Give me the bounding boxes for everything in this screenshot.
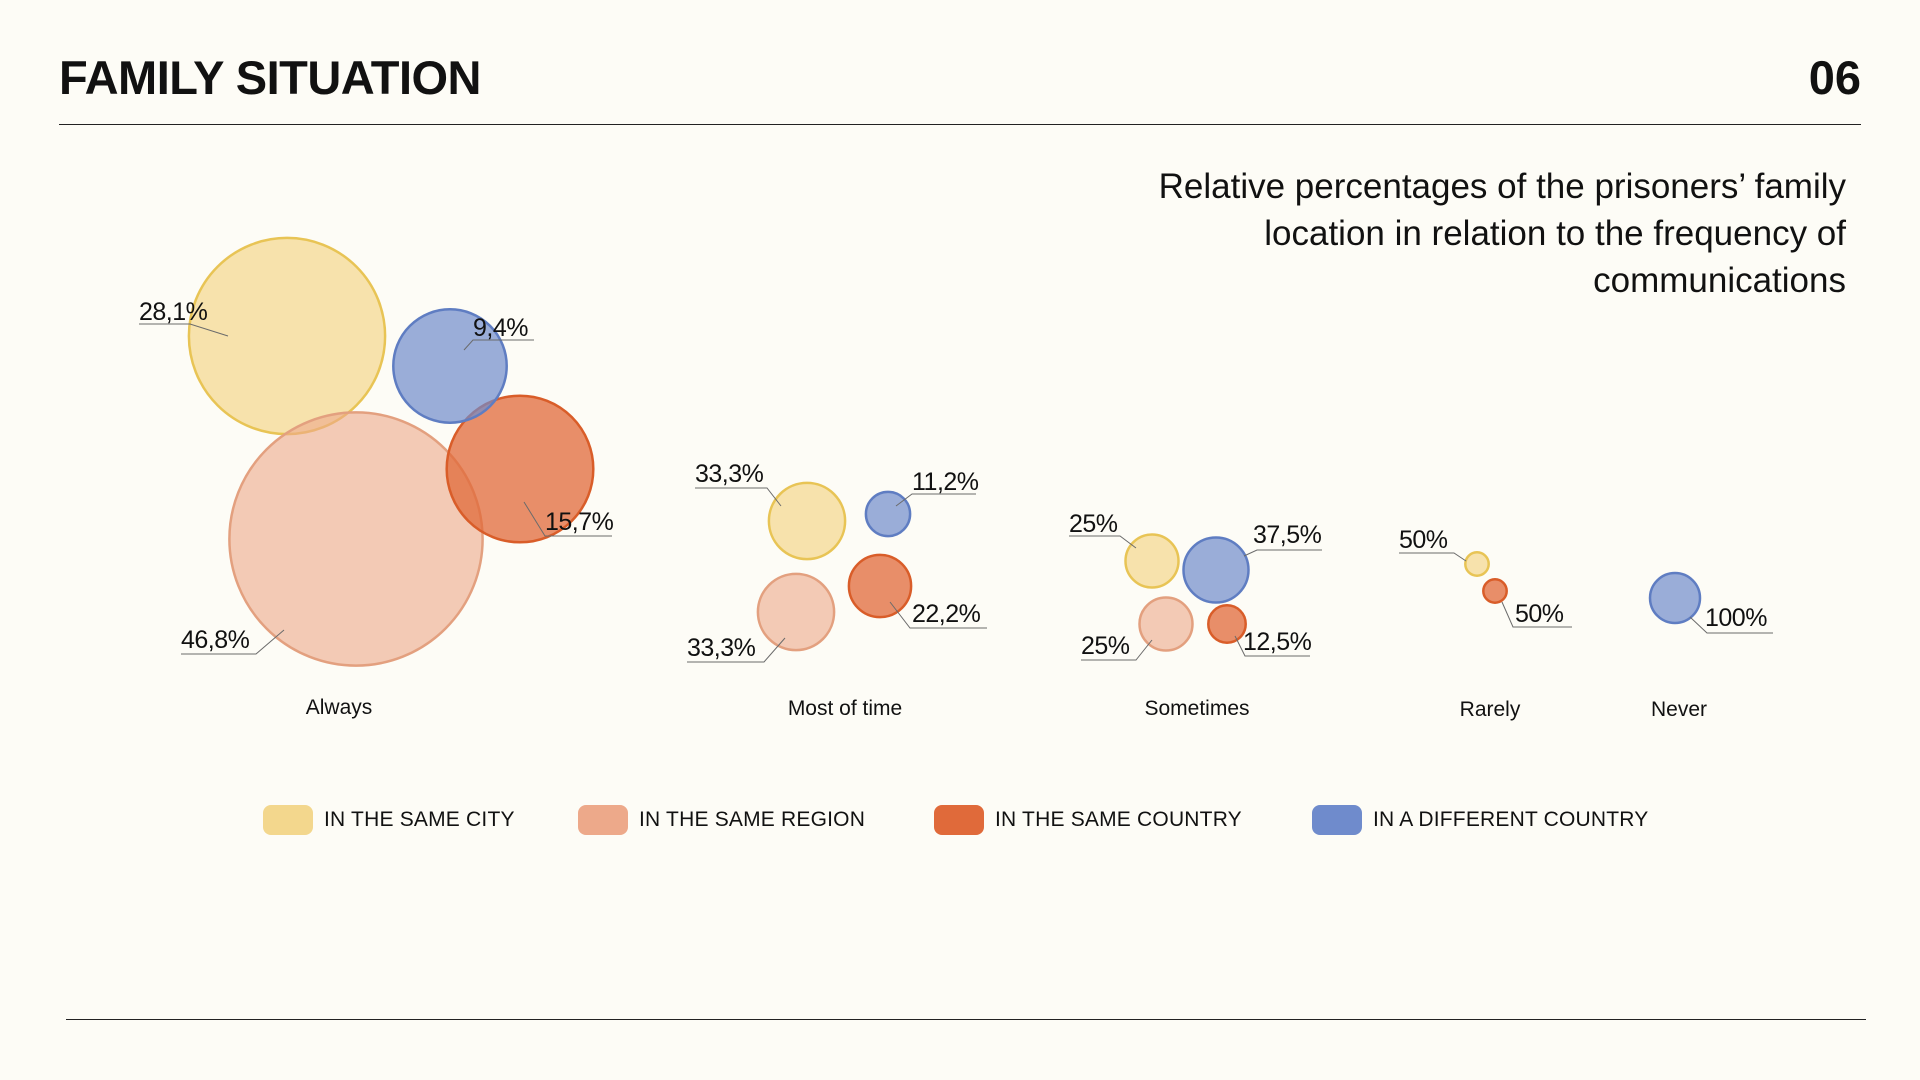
legend-swatch-same-region	[578, 805, 628, 835]
data-label-same-city-1: 33,3%	[695, 460, 764, 488]
legend-item-different-country: IN A DIFFERENT COUNTRY	[1312, 803, 1649, 837]
bubble-same-country-1	[847, 553, 913, 619]
category-label-0: Always	[306, 696, 373, 719]
bubble-group-3: 50% 50%	[1399, 526, 1572, 628]
bubble-different-country-0	[392, 308, 508, 424]
bubble-group-2: 25% 25% 12,5% 37,5%	[1069, 510, 1322, 661]
bubble-same-country-3	[1482, 578, 1508, 604]
bubble-group-0: 28,1% 46,8% 15,7% 9,4%	[139, 236, 614, 667]
legend-label-different-country: IN A DIFFERENT COUNTRY	[1373, 808, 1649, 831]
bubble-same-region-0	[228, 411, 484, 667]
data-label-same-country-2: 12,5%	[1243, 628, 1312, 656]
leader-line-same-country-1	[889, 601, 987, 629]
legend-swatch-same-country	[934, 805, 984, 835]
leader-line-different-country-4	[1689, 616, 1773, 634]
bubble-group-4: 100%	[1648, 571, 1773, 634]
leader-line-same-city-3	[1399, 552, 1467, 562]
category-label-1: Most of time	[788, 697, 902, 720]
bubble-same-country-2	[1207, 604, 1247, 644]
data-label-same-city-0: 28,1%	[139, 298, 208, 326]
bottom-divider	[66, 1019, 1866, 1020]
data-label-same-region-2: 25%	[1081, 632, 1130, 660]
chart-legend: IN THE SAME CITY IN THE SAME REGION IN T…	[0, 803, 1920, 837]
leader-line-same-region-2	[1081, 639, 1153, 661]
data-label-same-region-1: 33,3%	[687, 634, 756, 662]
bubble-group-1: 33,3% 33,3% 22,2% 11,2%	[687, 460, 987, 663]
leader-line-same-region-0	[181, 629, 285, 655]
bubble-same-city-3	[1464, 551, 1490, 577]
data-label-different-country-2: 37,5%	[1253, 521, 1322, 549]
leader-line-same-country-2	[1234, 635, 1310, 657]
leader-line-different-country-1	[895, 493, 976, 507]
legend-swatch-different-country	[1312, 805, 1362, 835]
leader-line-different-country-2	[1243, 549, 1322, 557]
legend-label-same-city: IN THE SAME CITY	[324, 808, 515, 831]
leader-line-same-region-1	[687, 637, 786, 663]
data-label-same-region-0: 46,8%	[181, 626, 250, 654]
bubble-same-city-2	[1124, 533, 1180, 589]
bubble-same-city-1	[767, 481, 847, 561]
data-label-same-country-1: 22,2%	[912, 600, 981, 628]
bubble-same-city-0	[187, 236, 387, 436]
leader-line-same-country-3	[1501, 601, 1572, 628]
category-label-4: Never	[1651, 698, 1707, 721]
bubble-same-region-1	[756, 572, 836, 652]
bubble-different-country-2	[1182, 536, 1250, 604]
top-divider	[59, 124, 1861, 125]
leader-line-same-country-0	[523, 501, 612, 537]
data-label-same-city-2: 25%	[1069, 510, 1118, 538]
page-title: FAMILY SITUATION	[59, 51, 482, 104]
leader-line-same-city-1	[695, 487, 782, 507]
legend-item-same-city: IN THE SAME CITY	[263, 803, 515, 837]
data-label-same-city-3: 50%	[1399, 526, 1448, 554]
data-label-different-country-4: 100%	[1705, 604, 1767, 632]
chart-title: Relative percentages of the prisoners’ f…	[1158, 167, 1846, 300]
data-label-same-country-0: 15,7%	[545, 508, 614, 536]
category-label-3: Rarely	[1460, 698, 1521, 721]
legend-swatch-same-city	[263, 805, 313, 835]
page-number: 06	[1808, 51, 1861, 104]
bubble-same-region-2	[1138, 596, 1194, 652]
legend-label-same-country: IN THE SAME COUNTRY	[995, 808, 1242, 831]
bubble-different-country-4	[1648, 571, 1702, 625]
legend-label-same-region: IN THE SAME REGION	[639, 808, 866, 831]
legend-item-same-country: IN THE SAME COUNTRY	[934, 803, 1242, 837]
data-label-different-country-0: 9,4%	[473, 314, 528, 342]
data-label-different-country-1: 11,2%	[912, 468, 979, 496]
bubble-different-country-1	[864, 490, 912, 538]
leader-line-same-city-0	[139, 323, 229, 337]
legend-item-same-region: IN THE SAME REGION	[578, 803, 865, 837]
category-label-2: Sometimes	[1144, 697, 1249, 720]
leader-line-different-country-0	[463, 339, 534, 351]
bubble-same-country-0	[445, 394, 595, 544]
leader-line-same-city-2	[1069, 535, 1137, 549]
data-label-same-country-3: 50%	[1515, 600, 1564, 628]
